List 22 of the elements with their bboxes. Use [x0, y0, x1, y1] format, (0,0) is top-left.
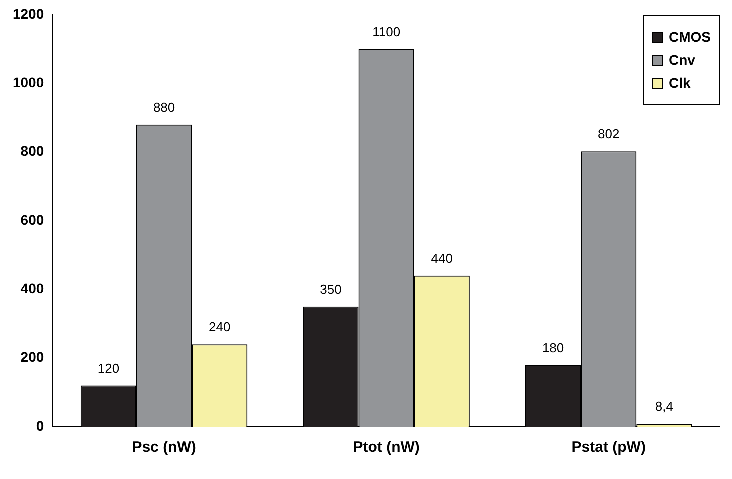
data-label: 1100 — [372, 24, 401, 40]
y-tick-label: 200 — [20, 349, 44, 366]
data-label: 240 — [209, 320, 231, 335]
legend-label: Cnv — [669, 52, 696, 68]
data-label: 802 — [598, 126, 620, 142]
data-label: 8,4 — [655, 399, 674, 414]
y-tick-label: 1000 — [12, 74, 44, 91]
data-label: 880 — [153, 100, 176, 115]
y-tick-label: 400 — [20, 280, 44, 297]
x-tick-label: Ptot (nW) — [353, 439, 420, 456]
x-tick-label: Pstat (pW) — [572, 439, 646, 456]
data-label: 120 — [98, 360, 120, 376]
legend-label: CMOS — [669, 29, 711, 45]
y-tick-label: 800 — [20, 143, 44, 160]
legend-label: Clk — [669, 75, 691, 91]
y-tick-label: 600 — [20, 212, 44, 228]
y-tick-label: 1200 — [12, 6, 44, 22]
y-tick-label: 0 — [36, 418, 44, 434]
data-label: 440 — [431, 251, 453, 266]
data-label: 350 — [320, 282, 342, 297]
x-tick-label: Psc (nW) — [132, 439, 196, 456]
data-label: 180 — [542, 340, 564, 356]
